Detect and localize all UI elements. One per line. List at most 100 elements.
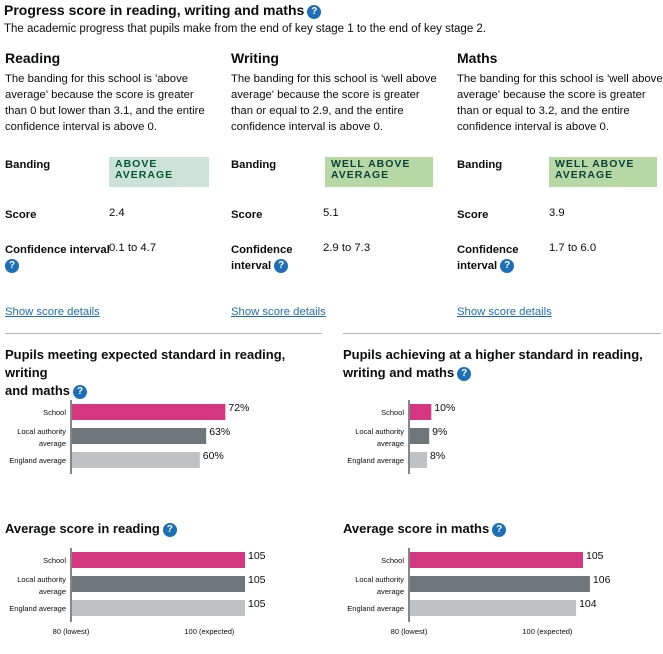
chart-title: Average score in reading? (5, 520, 325, 538)
show-score-details-link[interactable]: Show score details (231, 306, 326, 318)
help-icon[interactable]: ? (307, 5, 322, 19)
bar-value-label: 105 (248, 574, 266, 586)
confidence-value: 1.7 to 6.0 (549, 242, 597, 254)
subject-column-writing: Writing The banding for this school is '… (231, 0, 446, 325)
confidence-label-text: Confidence (457, 244, 519, 256)
category-label: average (377, 587, 404, 596)
chart-title-line1: Pupils achieving at a higher standard in… (343, 347, 643, 362)
page-title-text: Progress score in reading, writing and m… (4, 2, 305, 18)
banding-badge-line2: AVERAGE (115, 169, 174, 181)
chart-title-line1: Average score in reading (5, 521, 160, 536)
banding-label: Banding (457, 159, 503, 171)
banding-badge-line2: AVERAGE (555, 169, 614, 181)
x-tick-label: 100 (expected) (522, 627, 573, 636)
category-label: average (39, 439, 66, 448)
chart-title: Average score in maths? (343, 520, 663, 538)
divider (5, 333, 322, 334)
bar-value-label: 9% (432, 426, 447, 438)
confidence-value: 0.1 to 4.7 (109, 242, 157, 254)
banding-badge-line1: WELL ABOVE (331, 158, 411, 170)
page-title: Progress score in reading, writing and m… (4, 2, 322, 19)
chart-title-line2: and maths (5, 383, 71, 398)
category-label: School (43, 556, 66, 565)
score-value: 3.9 (549, 207, 565, 219)
bar (410, 576, 590, 592)
subject-description: The banding for this school is 'above av… (5, 73, 205, 133)
bar (72, 600, 245, 616)
banding-badge: WELL ABOVE AVERAGE (549, 157, 657, 187)
category-label: Local authority (17, 427, 66, 436)
category-label: England average (9, 456, 66, 465)
bar (72, 452, 200, 468)
bar (72, 428, 207, 444)
subject-description: The banding for this school is 'well abo… (231, 73, 437, 133)
score-value: 2.4 (109, 207, 125, 219)
chart-expected-standard: Pupils meeting expected standard in read… (5, 346, 325, 496)
bar-value-label: 8% (430, 450, 445, 462)
subject-description: The banding for this school is 'well abo… (457, 73, 663, 133)
bar (410, 552, 583, 568)
x-tick-label: 80 (lowest) (53, 627, 90, 636)
help-icon[interactable]: ? (500, 259, 515, 273)
category-label: England average (347, 604, 404, 613)
score-label: Score (5, 209, 37, 221)
category-label: England average (347, 456, 404, 465)
bar (410, 600, 577, 616)
category-label: average (377, 439, 404, 448)
category-label: Local authority (355, 427, 404, 436)
show-score-details-link[interactable]: Show score details (5, 306, 100, 318)
banding-badge: WELL ABOVE AVERAGE (325, 157, 433, 187)
bar-value-label: 63% (209, 426, 230, 438)
score-value: 5.1 (323, 207, 339, 219)
subject-heading: Maths (457, 50, 498, 66)
category-label: Local authority (17, 575, 66, 584)
bar (72, 404, 226, 420)
chart-average-maths: Average score in maths? 105 School 106 Loca… (343, 520, 663, 654)
banding-badge-line1: WELL ABOVE (555, 158, 635, 170)
banding-label: Banding (5, 159, 51, 171)
bar (410, 404, 432, 420)
category-label: Local authority (355, 575, 404, 584)
bar-chart: 72% School 63% Local authority average 60% Eng… (9, 400, 249, 474)
chart-title-line2: writing and maths (343, 365, 455, 380)
bar-value-label: 105 (586, 550, 604, 562)
category-label: School (43, 408, 66, 417)
help-icon[interactable]: ? (274, 259, 289, 273)
bar-value-label: 72% (228, 402, 249, 414)
confidence-label: Confidence interval? (457, 242, 519, 274)
chart-title: Pupils meeting expected standard in read… (5, 346, 325, 400)
bar (72, 576, 245, 592)
confidence-value: 2.9 to 7.3 (323, 242, 371, 254)
banding-badge: ABOVE AVERAGE (109, 157, 209, 187)
help-icon[interactable]: ? (73, 385, 88, 399)
bar-chart: 10% School 9% Local authority average 8% Engla… (347, 400, 455, 474)
category-label: average (39, 587, 66, 596)
help-icon[interactable]: ? (492, 523, 507, 537)
chart-title-line1: Pupils meeting expected standard in read… (5, 347, 286, 380)
divider (343, 333, 661, 334)
bar-value-label: 105 (248, 598, 266, 610)
banding-badge-line1: ABOVE (115, 158, 158, 170)
help-icon[interactable]: ? (5, 259, 19, 273)
category-label: School (381, 556, 404, 565)
bar (72, 552, 245, 568)
x-tick-label: 100 (expected) (184, 627, 235, 636)
help-icon[interactable]: ? (457, 367, 472, 381)
banding-label: Banding (231, 159, 277, 171)
confidence-label-text-2: interval (457, 260, 498, 272)
category-label: England average (9, 604, 66, 613)
bar-chart: 105 School 106 Local authority average 104 Eng… (347, 548, 611, 636)
bar (410, 452, 428, 468)
bar-value-label: 60% (203, 450, 224, 462)
confidence-label: Confidence interval? (5, 242, 110, 274)
bar-value-label: 10% (434, 402, 455, 414)
bar (410, 428, 430, 444)
chart-title: Pupils achieving at a higher standard in… (343, 346, 663, 382)
show-score-details-link[interactable]: Show score details (457, 306, 552, 318)
chart-average-reading: Average score in reading? 105 School 105 Lo… (5, 520, 325, 654)
bar-value-label: 104 (579, 598, 597, 610)
banding-badge-line2: AVERAGE (331, 169, 390, 181)
help-icon[interactable]: ? (162, 523, 177, 537)
confidence-label: Confidence interval? (231, 242, 293, 274)
subject-column-reading: Reading The banding for this school is '… (5, 0, 220, 325)
